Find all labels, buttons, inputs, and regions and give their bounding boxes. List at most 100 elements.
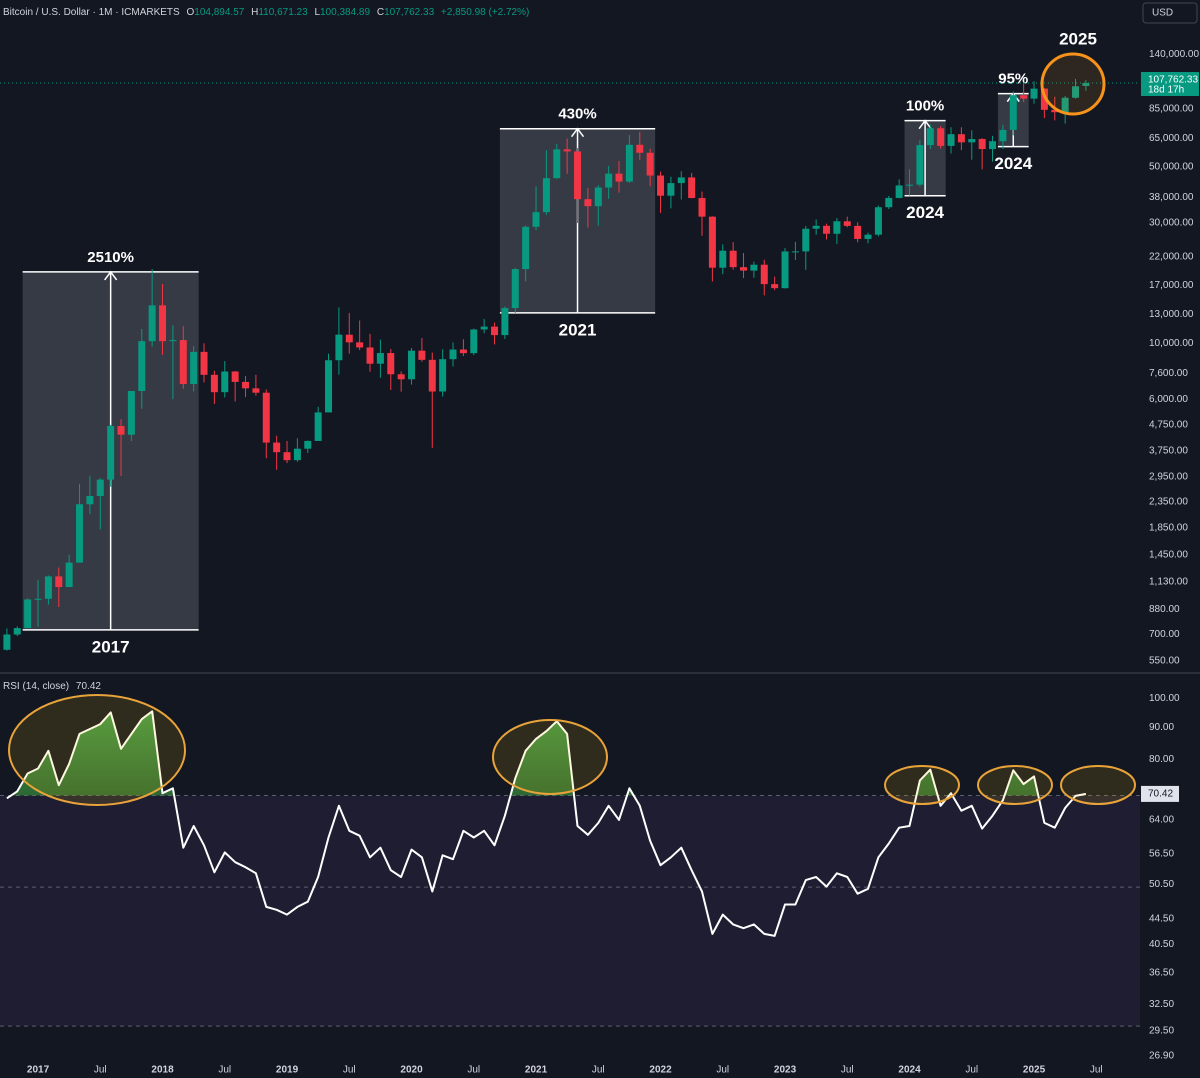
y-tick-label: 880.00 xyxy=(1149,604,1180,615)
plot-layer: 2510%2017430%2021100%202495%2024550.0070… xyxy=(0,49,1199,1076)
candle-body xyxy=(708,216,716,268)
candle-body xyxy=(418,350,426,360)
range-arrow-head xyxy=(104,270,118,281)
candle-body xyxy=(44,576,52,599)
candle-body xyxy=(397,374,405,380)
rsi-ellipse xyxy=(1060,765,1136,805)
range-percent: 2510% xyxy=(87,249,134,266)
overbought-fill xyxy=(10,711,1086,796)
candle-body xyxy=(449,349,457,360)
candle-body xyxy=(304,440,312,449)
y-tick-label: 2,950.00 xyxy=(1149,472,1188,483)
candle-body xyxy=(1009,95,1017,130)
header-value: 107,762.33 xyxy=(384,7,434,18)
header-value: 110,671.23 xyxy=(258,7,308,18)
rsi-ellipse xyxy=(8,694,186,806)
candle-body xyxy=(542,178,550,213)
candle-body xyxy=(480,326,488,330)
y-tick-label: 2,350.00 xyxy=(1149,497,1188,508)
candle-body xyxy=(387,353,395,375)
candle-body xyxy=(1061,97,1069,113)
candle-body xyxy=(802,228,810,252)
y-tick-label: 550.00 xyxy=(1149,656,1180,667)
candle-body xyxy=(781,251,789,289)
x-tick-label: 2017 xyxy=(27,1065,50,1076)
countdown: 18d 17h xyxy=(1148,85,1184,96)
y-tick-label: 32.50 xyxy=(1149,999,1174,1010)
currency: USD xyxy=(1152,8,1173,19)
header-key: C xyxy=(377,7,384,18)
x-tick-label: Jul xyxy=(592,1065,605,1076)
candle-body xyxy=(408,350,416,380)
x-tick-label: Jul xyxy=(1090,1065,1103,1076)
y-tick-label: 13,000.00 xyxy=(1149,309,1194,320)
candle-body xyxy=(677,177,685,184)
rsi-header: RSI (14, close) 70.42 xyxy=(3,681,101,692)
candle-body xyxy=(532,212,540,227)
candle-body xyxy=(190,351,198,384)
candle-body xyxy=(926,128,934,146)
candle-body xyxy=(86,495,94,505)
candle-body xyxy=(107,425,115,480)
x-tick-label: Jul xyxy=(467,1065,480,1076)
candle-body xyxy=(522,226,530,270)
candle-body xyxy=(843,221,851,226)
x-tick-label: 2022 xyxy=(649,1065,672,1076)
candle-body xyxy=(76,504,84,563)
y-tick-label: 17,000.00 xyxy=(1149,280,1194,291)
candle-body xyxy=(553,149,561,179)
candle-body xyxy=(636,144,644,153)
candle-body xyxy=(210,374,218,393)
y-tick-label: 65,000.00 xyxy=(1149,133,1194,144)
candle-body xyxy=(563,149,571,152)
currency-button[interactable] xyxy=(1142,2,1198,24)
candle-body xyxy=(65,562,73,588)
y-tick-label: 100.00 xyxy=(1149,693,1180,704)
candle-body xyxy=(200,351,208,375)
range-year: 2024 xyxy=(906,203,944,222)
candle-body xyxy=(885,197,893,208)
candle-body xyxy=(978,138,986,150)
candle-body xyxy=(1020,95,1028,99)
y-tick-label: 90.00 xyxy=(1149,722,1174,733)
y-tick-label: 30,000.00 xyxy=(1149,218,1194,229)
candle-body xyxy=(729,250,737,268)
candle-body xyxy=(916,145,924,185)
y-tick-label: 80.00 xyxy=(1149,754,1174,765)
y-tick-label: 50.50 xyxy=(1149,879,1174,890)
candle-body xyxy=(823,225,831,234)
y-tick-label: 1,850.00 xyxy=(1149,523,1188,534)
last-price-box xyxy=(1141,72,1199,97)
candle-body xyxy=(356,342,364,348)
y-tick-label: 4,750.00 xyxy=(1149,419,1188,430)
candle-body xyxy=(242,381,250,389)
candle-body xyxy=(148,305,156,342)
rsi-line xyxy=(6,710,1087,937)
candle-body xyxy=(906,184,914,186)
candle-body xyxy=(625,144,633,182)
candle-body xyxy=(273,442,281,453)
candle-body xyxy=(1082,83,1090,86)
candle-body xyxy=(335,334,343,361)
header-key: O xyxy=(186,7,194,18)
y-tick-label: 29.50 xyxy=(1149,1025,1174,1036)
candle-body xyxy=(314,412,322,441)
y-tick-label: 50,000.00 xyxy=(1149,162,1194,173)
candle-body xyxy=(895,185,903,198)
last-price-label: 107,762.33 xyxy=(1148,75,1198,86)
rsi-last-label: 70.42 xyxy=(1148,789,1173,800)
range-percent: 430% xyxy=(558,106,596,123)
candle-body xyxy=(937,128,945,146)
candle-body xyxy=(428,359,436,392)
candle-body xyxy=(594,187,602,207)
candle-body xyxy=(989,141,997,150)
candle-body xyxy=(325,360,333,413)
x-tick-label: 2018 xyxy=(151,1065,174,1076)
range-year: 2017 xyxy=(92,637,130,656)
y-tick-label: 38,000.00 xyxy=(1149,192,1194,203)
candle-body xyxy=(646,152,654,176)
candle-body xyxy=(999,129,1007,142)
range-percent: 100% xyxy=(906,98,944,115)
